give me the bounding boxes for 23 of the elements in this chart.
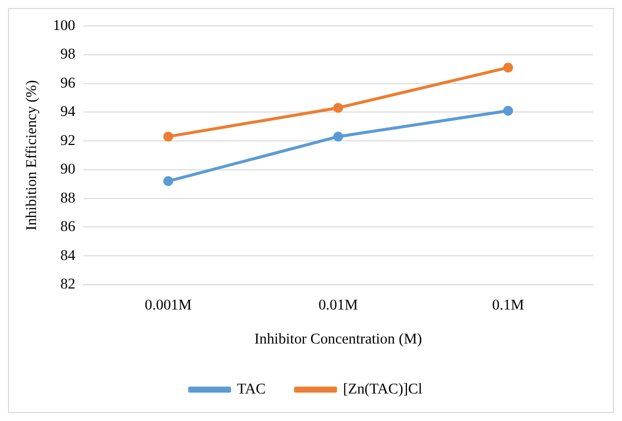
x-tick-label: 0.001M [144, 297, 192, 314]
x-tick-label: 0.01M [318, 297, 358, 314]
point [163, 176, 174, 186]
y-tick-label: 92 [60, 132, 76, 149]
y-tick-label: 94 [60, 104, 76, 120]
y-tick-label: 90 [60, 162, 76, 178]
y-axis-title: Inhibition Efficiency (%) [24, 80, 40, 230]
y-tick-label: 82 [60, 276, 76, 293]
x-axis-title: Inhibitor Concentration (M) [254, 331, 422, 348]
y-tick-label: 98 [60, 46, 76, 63]
legend-label: TAC [237, 382, 266, 398]
legend-label: [Zn(TAC)]Cl [342, 382, 422, 398]
point [163, 132, 174, 142]
y-tick-label: 84 [60, 248, 76, 264]
y-tick-label: 96 [60, 75, 76, 92]
y-tick-label: 100 [52, 18, 76, 34]
x-tick-label: 0.1M [492, 297, 524, 314]
point [333, 102, 344, 113]
y-tick-label: 86 [60, 219, 76, 236]
point [333, 132, 344, 142]
y-tick-label: 88 [60, 190, 76, 206]
point [503, 106, 514, 116]
point [503, 62, 514, 73]
